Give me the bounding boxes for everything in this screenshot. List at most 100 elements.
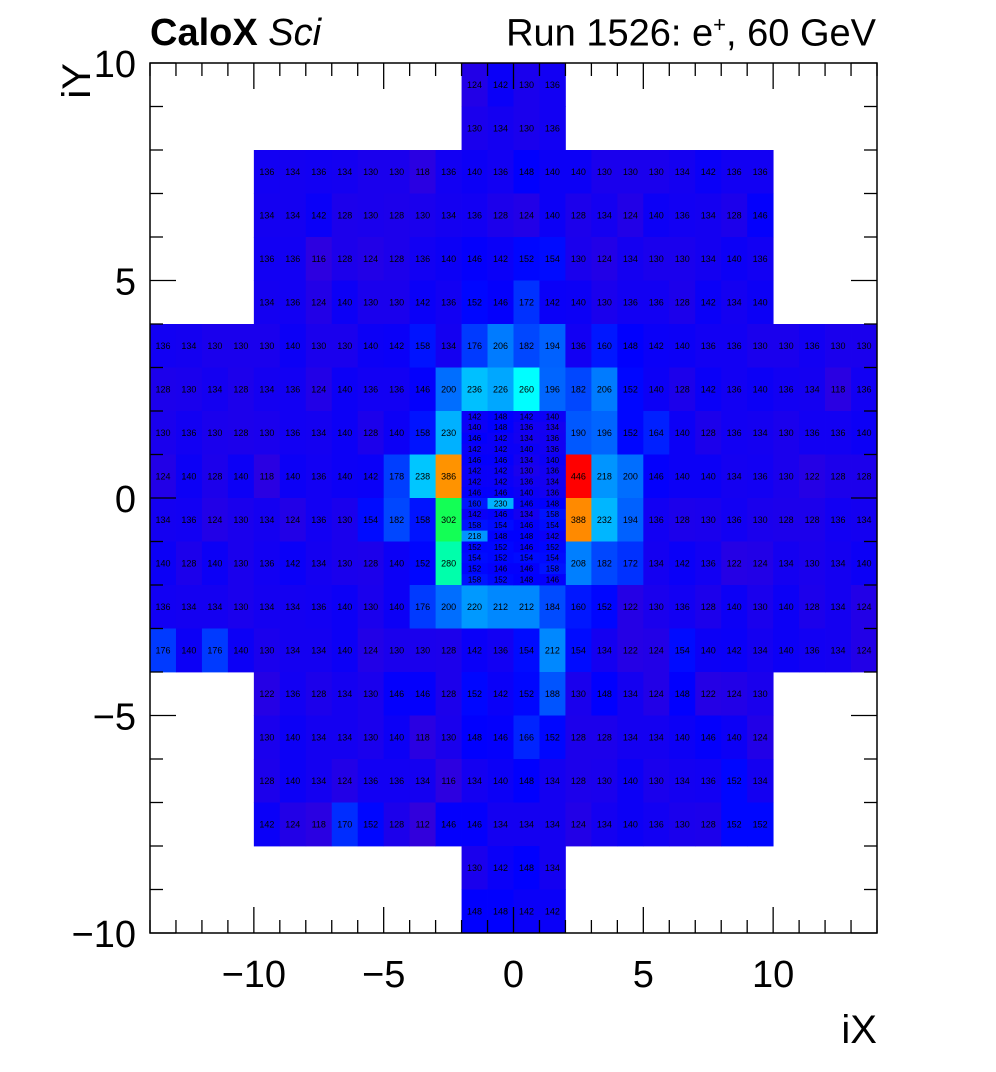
cell-value-label: 140: [389, 732, 404, 742]
cell-value-label: 136: [285, 428, 300, 438]
heatmap-cell: [825, 367, 852, 412]
heatmap-cell: [461, 465, 488, 477]
cell-value-label: 130: [389, 297, 404, 307]
heatmap-cell: [721, 759, 748, 803]
cell-value-label: 134: [831, 645, 846, 655]
heatmap-cell: [383, 715, 411, 760]
cell-value-label: 136: [259, 558, 274, 568]
cell-value-label: 140: [233, 471, 248, 481]
cell-value-label: 148: [520, 532, 534, 541]
heatmap-cell: [565, 193, 592, 238]
cell-value-label: 124: [207, 515, 222, 525]
heatmap-cell: [383, 150, 411, 194]
cell-value-label: 154: [520, 554, 534, 563]
cell-value-label: 124: [311, 384, 326, 394]
cell-value-label: 136: [546, 467, 560, 476]
cell-value-label: 142: [259, 819, 274, 829]
cell-value-label: 130: [623, 167, 638, 177]
cell-value-label: 142: [546, 532, 560, 541]
cell-value-label: 134: [546, 423, 560, 432]
heatmap-cell: [773, 324, 800, 368]
heatmap-cell: [409, 498, 437, 542]
heatmap-cell: [409, 715, 437, 760]
heatmap-cell: [799, 367, 826, 412]
heatmap-cell: [721, 628, 748, 673]
cell-value-label: 176: [155, 645, 170, 655]
heatmap-cell: [279, 802, 307, 847]
heatmap-cell: [513, 476, 540, 488]
heatmap-cell: [695, 759, 722, 803]
heatmap-cell: [487, 193, 514, 238]
heatmap-cell: [721, 324, 748, 368]
heatmap-cell: [747, 628, 774, 673]
cell-value-label: 136: [675, 602, 690, 612]
cell-value-label: 134: [831, 602, 846, 612]
cell-value-label: 142: [727, 645, 742, 655]
cell-value-label: 164: [649, 428, 664, 438]
cell-value-label: 146: [441, 819, 456, 829]
cell-value-label: 128: [805, 515, 820, 525]
cell-value-label: 142: [494, 478, 508, 487]
heatmap-cell: [305, 324, 333, 368]
heatmap-cell: [331, 193, 359, 238]
heatmap-cell: [253, 280, 281, 325]
cell-value-label: 118: [415, 167, 429, 177]
cell-value-label: 146: [494, 456, 508, 465]
cell-value-label: 136: [727, 384, 742, 394]
cell-value-label: 140: [285, 732, 300, 742]
heatmap-cell: [461, 672, 488, 716]
heatmap-cell: [591, 715, 618, 760]
cell-value-label: 146: [415, 384, 430, 394]
cell-value-label: 134: [701, 210, 716, 220]
cell-value-label: 142: [468, 467, 482, 476]
heatmap-cell: [825, 541, 852, 586]
heatmap-cell: [513, 443, 540, 455]
heatmap-cell: [695, 411, 722, 455]
heatmap-cell: [383, 498, 411, 542]
cell-value-label: 134: [727, 297, 742, 307]
cell-value-label: 134: [857, 515, 872, 525]
y-tick-label: 0: [115, 479, 136, 521]
cell-value-label: 152: [494, 543, 508, 552]
cell-value-label: 140: [623, 776, 638, 786]
cell-value-label: 130: [649, 167, 664, 177]
cell-value-label: 124: [857, 645, 872, 655]
axes: −10 −5 0 5 10 −10 −5 0 5 10: [72, 44, 878, 996]
cell-value-label: 154: [546, 554, 560, 563]
heatmap-cell: [409, 280, 437, 325]
cell-value-label: 142: [468, 412, 482, 421]
heatmap-cell: [357, 324, 385, 368]
cell-value-label: 140: [623, 819, 638, 829]
heatmap-cell: [435, 672, 462, 716]
cell-value-labels: 124 142 130 136 130 134 130 136 136 134 136 134 130 1…: [155, 80, 872, 916]
cell-value-label: 142: [494, 434, 508, 443]
heatmap-cell: [825, 498, 852, 542]
heatmap-cell: [721, 672, 748, 716]
heatmap-cell: [695, 324, 722, 368]
heatmap-cell: [513, 237, 540, 281]
cell-value-label: 158: [415, 428, 430, 438]
heatmap-cell: [539, 150, 566, 194]
heatmap-cell: [279, 150, 307, 194]
cell-value-label: 128: [389, 254, 404, 264]
cell-value-label: 128: [571, 732, 586, 742]
cell-value-label: 136: [675, 210, 690, 220]
cell-value-label: 136: [493, 645, 508, 655]
cell-value-label: 136: [546, 488, 560, 497]
cell-value-label: 176: [207, 645, 222, 655]
heatmap-cell: [305, 454, 333, 499]
cell-value-label: 134: [259, 384, 274, 394]
cell-value-label: 176: [415, 602, 430, 612]
heatmap-cell: [643, 237, 670, 281]
cell-value-label: 130: [649, 776, 664, 786]
heatmap-cell: [539, 193, 566, 238]
cell-value-label: 190: [571, 428, 586, 438]
cell-value-label: 140: [467, 167, 482, 177]
cell-value-label: 142: [675, 558, 690, 568]
cell-value-label: 128: [857, 471, 872, 481]
heatmap-cell: [513, 280, 540, 325]
cell-value-label: 134: [701, 254, 716, 264]
cell-value-label: 140: [285, 776, 300, 786]
heatmap-cell: [565, 454, 592, 499]
heatmap-cell: [279, 672, 307, 716]
